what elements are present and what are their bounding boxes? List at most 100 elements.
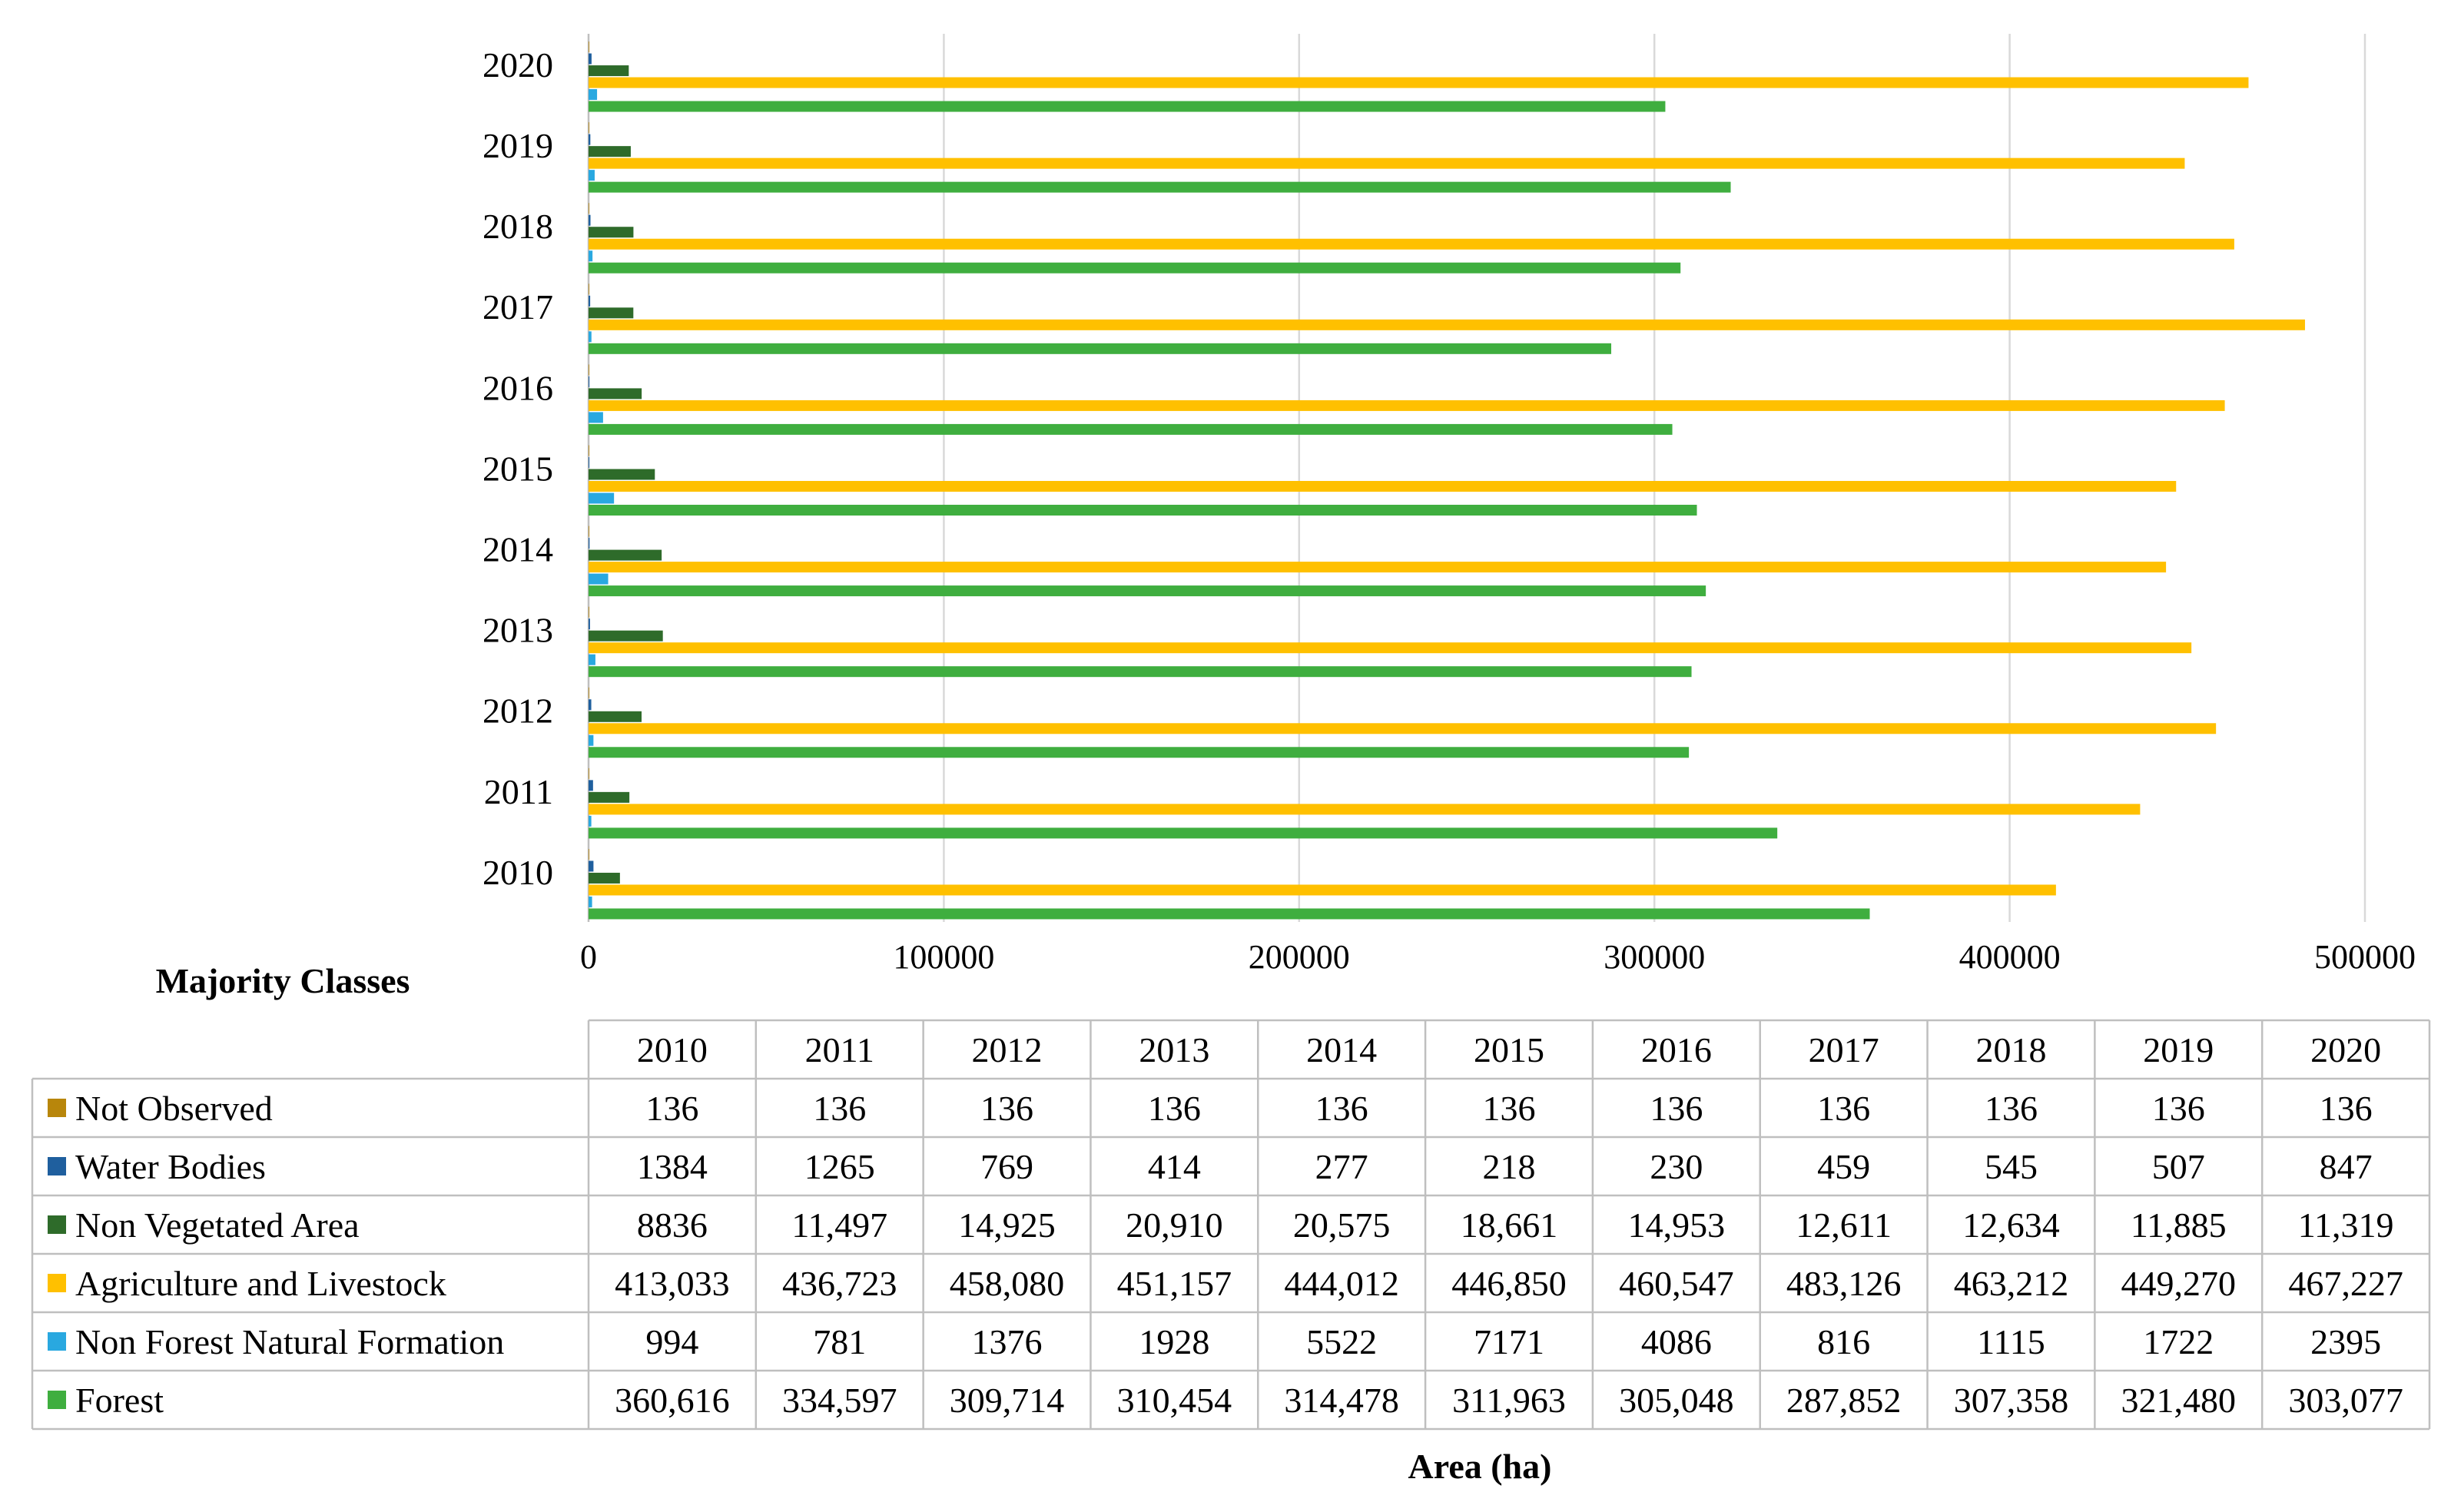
table-cell: 769: [980, 1147, 1033, 1186]
legend-swatch: [48, 1332, 66, 1351]
bar: [589, 549, 662, 561]
table-cell: 218: [1483, 1147, 1536, 1186]
table-cell: 12,611: [1796, 1205, 1892, 1245]
table-cell: 303,077: [2288, 1381, 2403, 1420]
bar: [589, 860, 594, 872]
bar: [589, 734, 594, 746]
bar: [589, 469, 655, 480]
table-cell: 14,925: [958, 1205, 1056, 1245]
table-cell: 1722: [2143, 1322, 2214, 1361]
table-cell: 507: [2152, 1147, 2205, 1186]
table-header-cell: 2012: [972, 1030, 1043, 1069]
y-tick-label: 2017: [483, 287, 553, 327]
table-cell: 14,953: [1628, 1205, 1726, 1245]
bar: [589, 262, 1681, 274]
table-cell: 136: [813, 1089, 866, 1128]
bar: [589, 872, 620, 884]
table-header-cell: 2015: [1474, 1030, 1544, 1069]
table-cell: 449,270: [2121, 1264, 2237, 1303]
table-cell: 446,850: [1451, 1264, 1567, 1303]
bar: [589, 711, 642, 722]
table-cell: 1115: [1977, 1322, 2045, 1361]
table-cell: 458,080: [950, 1264, 1065, 1303]
y-tick-label: 2012: [483, 691, 553, 731]
table-cell: 307,358: [1954, 1381, 2069, 1420]
table-cell: 277: [1315, 1147, 1368, 1186]
table-header-cell: 2016: [1641, 1030, 1712, 1069]
table-cell: 545: [1985, 1147, 2038, 1186]
table-cell: 310,454: [1117, 1381, 1232, 1420]
table-cell: 1376: [972, 1322, 1043, 1361]
table-cell: 994: [645, 1322, 698, 1361]
bar: [589, 630, 663, 642]
y-axis: 2010 2011 2012 2013 2014 2015 2016 2017 2018 2019…: [483, 45, 553, 892]
bar: [589, 908, 1870, 920]
bar: [589, 158, 2185, 169]
table-cell: 18,661: [1461, 1205, 1558, 1245]
bar: [589, 723, 2217, 734]
bar: [589, 170, 595, 181]
table-cell: 12,634: [1962, 1205, 2060, 1245]
bar: [589, 562, 2167, 573]
bar: [589, 307, 634, 319]
table-header-cell: 2010: [637, 1030, 708, 1069]
table-cell: 314,478: [1284, 1381, 1399, 1420]
bar: [589, 250, 593, 262]
table-cell: 20,575: [1293, 1205, 1391, 1245]
table-cell: 460,547: [1619, 1264, 1734, 1303]
table-cell: 136: [980, 1089, 1033, 1128]
table-cell: 4086: [1641, 1322, 1712, 1361]
table-cell: 1928: [1139, 1322, 1209, 1361]
bars: [589, 41, 2305, 920]
bar: [589, 666, 1692, 678]
table-cell: 413,033: [615, 1264, 730, 1303]
bar: [589, 780, 593, 791]
bar: [589, 423, 1673, 435]
table-cell: 483,126: [1786, 1264, 1902, 1303]
table-cell: 1265: [804, 1147, 875, 1186]
x-tick-label: 0: [580, 938, 597, 976]
table-cell: 136: [1650, 1089, 1703, 1128]
bar: [589, 642, 2192, 654]
table-cell: 20,910: [1126, 1205, 1223, 1245]
table-cell: 8836: [637, 1205, 708, 1245]
table-cell: 136: [1985, 1089, 2038, 1128]
x-axis: 0 100000 200000 300000 400000 500000: [580, 938, 2416, 976]
table-cell: 136: [645, 1089, 698, 1128]
table-cell: 11,319: [2298, 1205, 2394, 1245]
x-tick-label: 400000: [1959, 938, 2061, 976]
bar: [589, 804, 2141, 815]
table-header-cell: 2020: [2310, 1030, 2381, 1069]
y-tick-label: 2013: [483, 611, 553, 650]
bar: [589, 815, 592, 827]
x-tick-label: 300000: [1604, 938, 1705, 976]
table-cell: 305,048: [1619, 1381, 1734, 1420]
bar: [589, 388, 642, 400]
y-tick-label: 2010: [483, 853, 553, 892]
bar: [589, 181, 1731, 193]
bar: [589, 827, 1778, 839]
bar: [589, 896, 592, 907]
bar: [589, 585, 1706, 597]
table-cell: 136: [1315, 1089, 1368, 1128]
y-tick-label: 2015: [483, 449, 553, 488]
table-cell: 1384: [637, 1147, 708, 1186]
bar: [589, 214, 591, 226]
table-cell: 11,885: [2131, 1205, 2227, 1245]
bar: [589, 618, 590, 630]
table-cell: 463,212: [1954, 1264, 2069, 1303]
y-tick-label: 2019: [483, 126, 553, 165]
bar: [589, 481, 2177, 492]
table-cell: 136: [2320, 1089, 2373, 1128]
bar: [589, 134, 591, 145]
table-header-cell: 2018: [1975, 1030, 2046, 1069]
legend-swatch: [48, 1157, 66, 1175]
legend-label: Forest: [75, 1381, 164, 1420]
bar: [589, 101, 1666, 112]
bar: [589, 53, 592, 65]
bar: [589, 295, 591, 307]
table-header-cell: 2013: [1139, 1030, 1209, 1069]
table-cell: 287,852: [1786, 1381, 1902, 1420]
bar: [589, 400, 2225, 411]
bar: [589, 884, 2056, 896]
